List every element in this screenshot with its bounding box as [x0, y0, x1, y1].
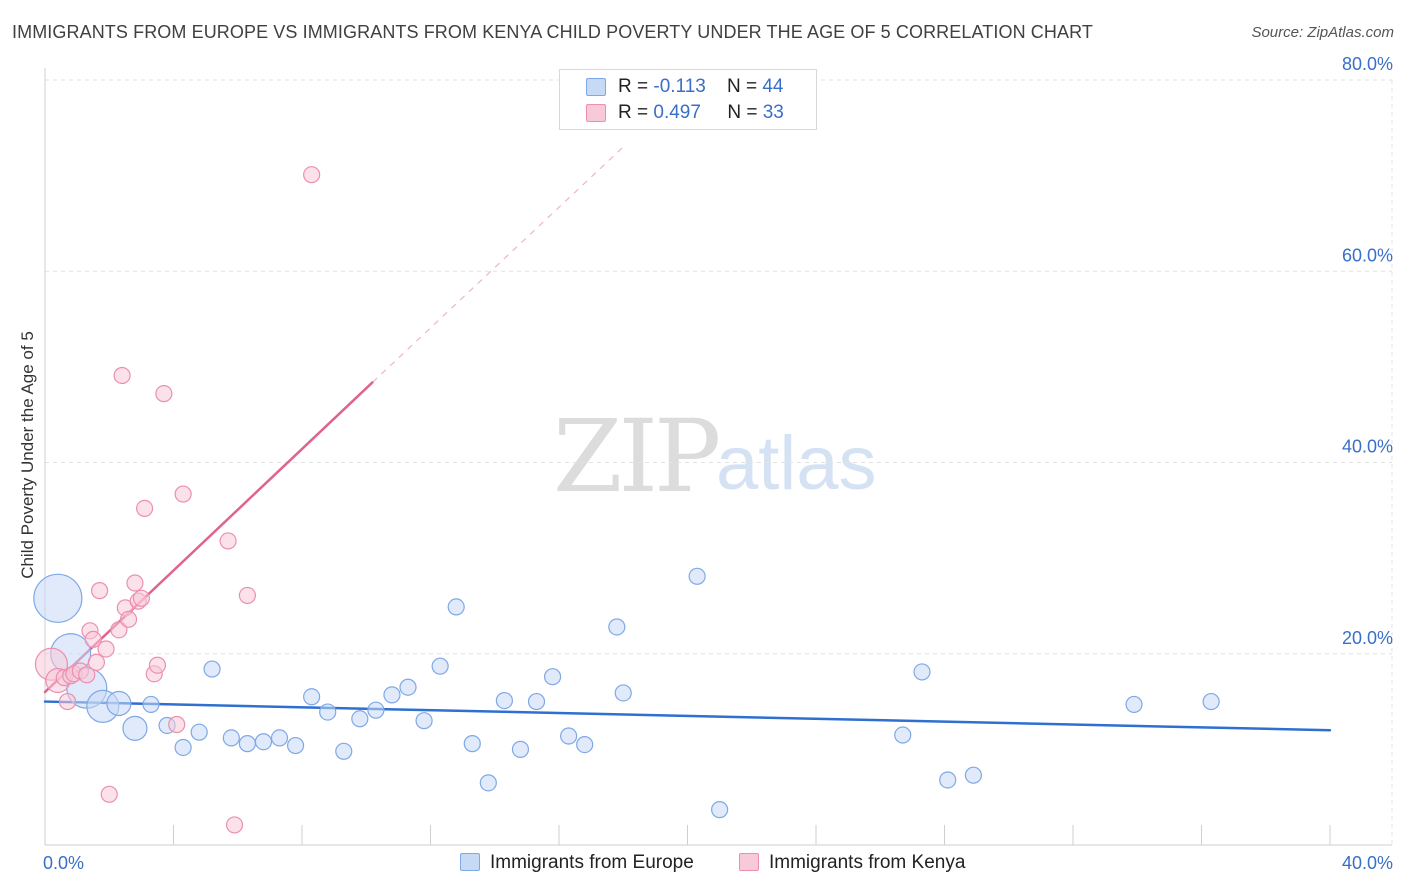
point-europe — [254, 733, 273, 751]
point-europe — [576, 735, 594, 754]
legend-n-value: 44 — [762, 76, 784, 97]
series-name-europe: Immigrants from Europe — [490, 852, 694, 873]
point-kenya — [119, 610, 138, 628]
series-swatch-europe — [460, 853, 480, 871]
point-europe — [711, 801, 729, 819]
y-tick-label: 80.0% — [1342, 54, 1393, 74]
series-legend-europe: Immigrants from Europe — [460, 852, 694, 874]
point-europe — [1125, 695, 1143, 714]
point-kenya — [219, 532, 237, 550]
point-europe — [479, 774, 497, 792]
point-kenya — [168, 715, 186, 734]
series-swatch-kenya — [739, 853, 759, 871]
legend-r-value: 0.497 — [653, 102, 701, 123]
point-europe — [1202, 692, 1220, 711]
point-kenya — [113, 366, 131, 385]
point-kenya — [91, 582, 109, 600]
trend-lines — [43, 146, 1332, 732]
point-europe — [203, 660, 221, 678]
point-kenya — [58, 692, 77, 711]
point-europe — [122, 715, 148, 741]
point-europe — [335, 742, 353, 760]
point-europe — [511, 740, 530, 758]
y-tick-label: 20.0% — [1342, 628, 1393, 648]
point-europe — [688, 567, 706, 585]
watermark-atlas: atlas — [716, 421, 877, 506]
point-europe — [543, 668, 562, 686]
point-kenya — [97, 640, 115, 658]
legend-n-value: 33 — [762, 102, 784, 123]
legend-swatch-kenya — [586, 104, 606, 122]
point-kenya — [155, 385, 173, 403]
y-tick-label: 40.0% — [1342, 437, 1393, 457]
point-kenya — [148, 656, 167, 674]
legend-r-label: R = — [618, 76, 654, 97]
point-europe — [463, 735, 481, 753]
point-europe — [174, 738, 192, 757]
point-europe — [560, 727, 578, 745]
point-europe — [399, 678, 417, 696]
legend-r-label: R = — [618, 102, 654, 123]
legend-swatch-europe — [586, 78, 606, 96]
point-europe — [894, 726, 912, 744]
source-label: Source: ZipAtlas.com — [1251, 24, 1394, 41]
chart-title: IMMIGRANTS FROM EUROPE VS IMMIGRANTS FRO… — [12, 22, 1093, 42]
point-europe — [939, 771, 957, 789]
series-legend-kenya: Immigrants from Kenya — [739, 852, 965, 874]
point-europe — [303, 688, 321, 706]
legend-n-label: N = — [726, 76, 763, 97]
point-kenya — [303, 166, 321, 184]
y-tick-label: 60.0% — [1342, 245, 1393, 265]
legend-r-value: -0.113 — [653, 76, 706, 97]
axes — [44, 68, 1392, 846]
point-europe — [286, 736, 305, 755]
point-europe — [106, 690, 132, 717]
point-europe — [527, 692, 546, 711]
point-kenya — [135, 499, 154, 517]
point-kenya — [225, 816, 244, 834]
legend-n-label: N = — [727, 102, 763, 123]
point-europe — [913, 663, 931, 681]
point-europe — [33, 573, 83, 623]
trend-extension-kenya — [372, 146, 624, 383]
point-kenya — [126, 574, 144, 592]
data-points — [33, 166, 1220, 834]
point-europe — [351, 710, 369, 728]
point-europe — [222, 729, 240, 747]
point-europe — [495, 692, 513, 710]
trend-line-europe — [43, 700, 1332, 732]
point-kenya — [238, 586, 256, 605]
point-europe — [431, 657, 449, 675]
point-kenya — [110, 621, 128, 639]
point-kenya — [84, 630, 102, 649]
x-tick-label: 0.0% — [43, 853, 84, 873]
series-name-kenya: Immigrants from Kenya — [769, 852, 966, 873]
point-europe — [608, 618, 626, 636]
x-tick-label: 40.0% — [1342, 853, 1393, 873]
point-europe — [964, 766, 983, 784]
point-europe — [447, 598, 465, 616]
watermark-zip: ZIP — [553, 398, 721, 515]
point-kenya — [132, 589, 150, 607]
point-europe — [367, 701, 385, 719]
grid-lines — [45, 79, 1393, 845]
point-europe — [142, 695, 160, 714]
correlation-legend: R = -0.113 N = 44 R = 0.497 N = 33 — [559, 69, 817, 130]
point-europe — [190, 723, 208, 741]
point-europe — [614, 684, 632, 702]
point-kenya — [174, 485, 192, 503]
tick-labels: 20.0% 40.0% 60.0% 80.0% 0.0% 40.0% — [43, 54, 1393, 873]
point-europe — [270, 729, 289, 747]
point-europe — [383, 686, 401, 704]
point-europe — [319, 703, 337, 721]
point-europe — [238, 735, 256, 753]
point-kenya — [100, 785, 118, 803]
point-kenya — [87, 653, 106, 671]
point-kenya — [78, 666, 96, 684]
point-europe — [415, 712, 433, 730]
y-axis-label: Child Poverty Under the Age of 5 — [18, 331, 37, 579]
